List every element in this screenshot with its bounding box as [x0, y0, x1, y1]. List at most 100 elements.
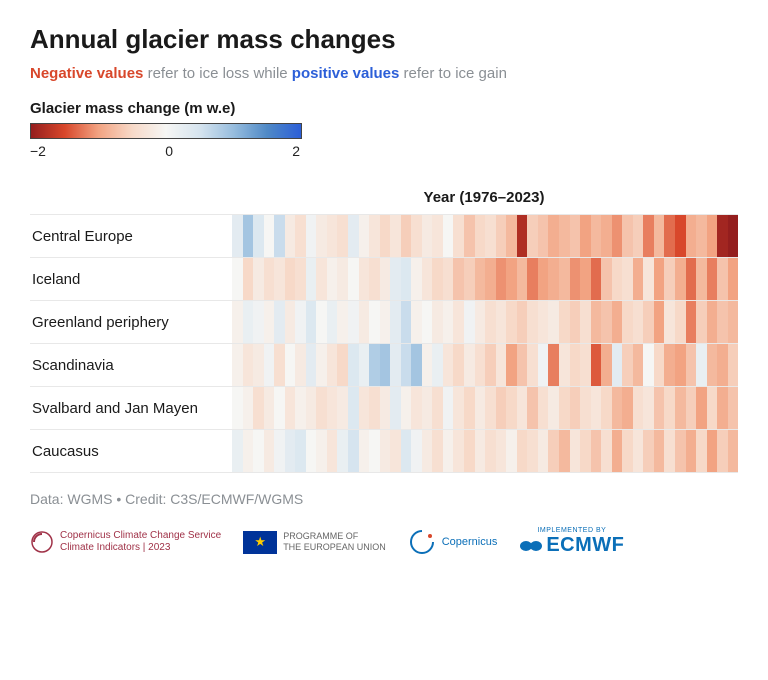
stripe-cell — [337, 301, 348, 343]
stripe-cell — [686, 387, 697, 429]
stripe-cell — [401, 258, 412, 300]
stripe-cell — [485, 430, 496, 472]
stripe-cell — [475, 344, 486, 386]
stripe-cell — [675, 258, 686, 300]
stripe-cell — [643, 258, 654, 300]
stripe-cell — [295, 430, 306, 472]
stripe-cell — [380, 301, 391, 343]
stripe-cell — [316, 430, 327, 472]
stripe-cell — [243, 215, 254, 257]
stripe-cell — [453, 258, 464, 300]
stripe-cell — [622, 215, 633, 257]
region-label: Svalbard and Jan Mayen — [30, 387, 232, 429]
stripe-cell — [548, 344, 559, 386]
stripe-cell — [643, 430, 654, 472]
stripe-cell — [496, 344, 507, 386]
stripe-cell — [717, 387, 728, 429]
stripe-cell — [728, 258, 739, 300]
stripe-cell — [464, 344, 475, 386]
stripe-cell — [264, 215, 275, 257]
stripe-cell — [432, 344, 443, 386]
row-stripes — [232, 387, 738, 429]
stripe-cell — [390, 344, 401, 386]
stripe-cell — [475, 258, 486, 300]
stripe-cell — [316, 301, 327, 343]
stripe-cell — [264, 258, 275, 300]
stripe-cell — [316, 344, 327, 386]
stripe-cell — [538, 258, 549, 300]
stripe-cell — [559, 215, 570, 257]
stripe-cell — [380, 258, 391, 300]
stripe-cell — [295, 344, 306, 386]
stripe-cell — [274, 430, 285, 472]
stripe-cell — [591, 344, 602, 386]
stripe-cell — [295, 301, 306, 343]
stripe-cell — [337, 387, 348, 429]
stripe-cell — [570, 258, 581, 300]
region-label: Central Europe — [30, 215, 232, 257]
stripe-cell — [475, 387, 486, 429]
stripe-cell — [401, 344, 412, 386]
stripe-cell — [538, 301, 549, 343]
stripe-cell — [316, 258, 327, 300]
stripe-cell — [232, 215, 243, 257]
legend-mid: 0 — [165, 143, 173, 159]
copernicus-c3s-logo: Copernicus Climate Change Service Climat… — [30, 530, 221, 554]
stripe-cell — [496, 258, 507, 300]
stripe-cell — [707, 344, 718, 386]
stripe-cell — [707, 301, 718, 343]
stripe-cell — [485, 258, 496, 300]
heatmap-container: Central EuropeIcelandGreenland periphery… — [30, 214, 738, 473]
stripe-cell — [243, 387, 254, 429]
stripe-cell — [591, 215, 602, 257]
stripe-cell — [728, 344, 739, 386]
stripe-cell — [369, 215, 380, 257]
positive-label: positive values — [292, 65, 400, 82]
stripe-cell — [453, 344, 464, 386]
stripe-cell — [485, 215, 496, 257]
stripe-cell — [274, 301, 285, 343]
stripe-cell — [369, 430, 380, 472]
stripe-cell — [453, 301, 464, 343]
ecmwf-logo: IMPLEMENTED BY ECMWF — [519, 527, 624, 557]
year-axis-label: Year (1976–2023) — [30, 189, 738, 206]
stripe-cell — [643, 301, 654, 343]
stripe-cell — [285, 430, 296, 472]
heatmap-row: Scandinavia — [30, 343, 738, 386]
stripe-cell — [675, 301, 686, 343]
stripe-cell — [264, 387, 275, 429]
stripe-cell — [411, 344, 422, 386]
stripe-cell — [633, 258, 644, 300]
stripe-cell — [591, 430, 602, 472]
stripe-cell — [475, 215, 486, 257]
stripe-cell — [517, 301, 528, 343]
stripe-cell — [580, 430, 591, 472]
stripe-cell — [517, 344, 528, 386]
stripe-cell — [295, 258, 306, 300]
stripe-cell — [327, 301, 338, 343]
stripe-cell — [548, 301, 559, 343]
stripe-cell — [643, 344, 654, 386]
stripe-cell — [274, 258, 285, 300]
stripe-cell — [633, 344, 644, 386]
stripe-cell — [285, 258, 296, 300]
stripe-cell — [401, 301, 412, 343]
stripe-cell — [243, 301, 254, 343]
stripe-cell — [422, 344, 433, 386]
stripe-cell — [401, 430, 412, 472]
stripe-cell — [432, 215, 443, 257]
stripe-cell — [337, 215, 348, 257]
stripe-cell — [601, 387, 612, 429]
negative-label: Negative values — [30, 65, 143, 82]
stripe-cell — [548, 215, 559, 257]
stripe-cell — [601, 301, 612, 343]
stripe-cell — [612, 215, 623, 257]
stripe-cell — [390, 215, 401, 257]
stripe-cell — [654, 387, 665, 429]
stripe-cell — [327, 430, 338, 472]
stripe-cell — [369, 258, 380, 300]
stripe-cell — [285, 344, 296, 386]
heatmap-row: Iceland — [30, 257, 738, 300]
stripe-cell — [475, 430, 486, 472]
stripe-cell — [475, 301, 486, 343]
